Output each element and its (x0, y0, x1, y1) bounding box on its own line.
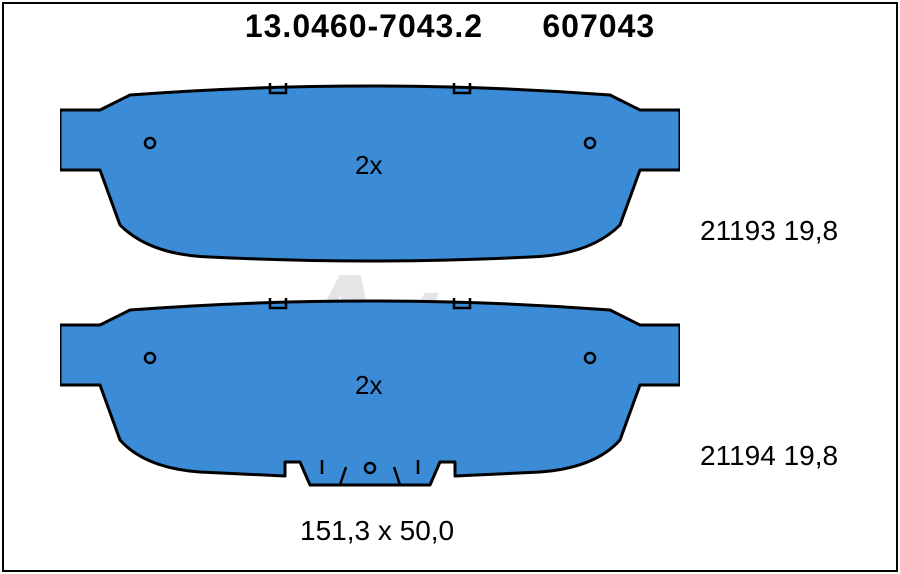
spec-label-top: 21193 19,8 (700, 215, 838, 247)
part-number-primary: 13.0460-7043.2 (245, 8, 483, 44)
header: 13.0460-7043.2 607043 (0, 8, 900, 45)
part-number-secondary: 607043 (542, 8, 655, 44)
diagram-area: Ate® 2x 21193 19,8 2x 21194 19,8 151,3 x… (0, 55, 900, 565)
qty-label-top: 2x (355, 150, 382, 181)
dimension-label: 151,3 x 50,0 (300, 515, 454, 547)
qty-label-bottom: 2x (355, 370, 382, 401)
spec-label-bottom: 21194 19,8 (700, 440, 838, 472)
